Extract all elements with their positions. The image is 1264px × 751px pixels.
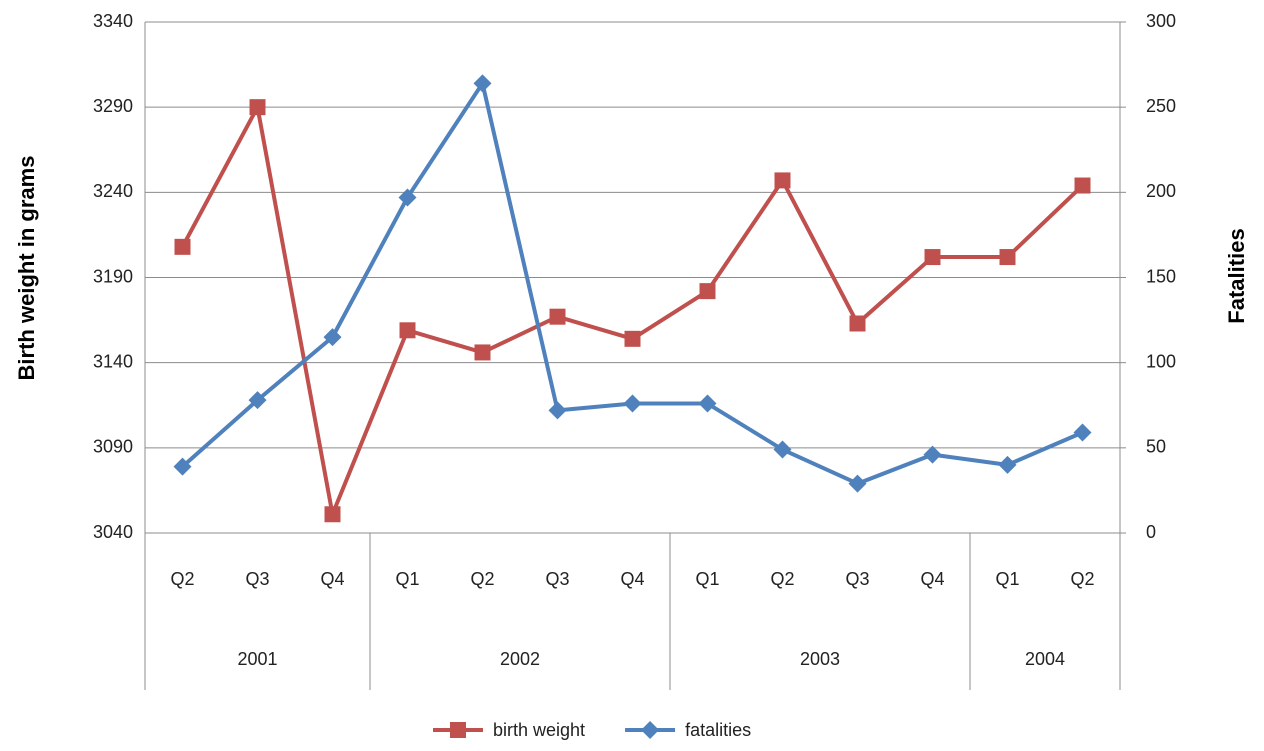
data-point [399, 322, 416, 339]
data-point [1074, 177, 1091, 194]
data-point [923, 445, 942, 464]
x-tick-label: Q2 [470, 569, 494, 589]
x-tick-label: Q1 [995, 569, 1019, 589]
y-tick-label: 3190 [93, 266, 133, 286]
data-point [774, 172, 791, 189]
y-tick-label: 3040 [93, 522, 133, 542]
x-group-label: 2002 [500, 649, 540, 669]
x-tick-label: Q4 [920, 569, 944, 589]
data-point [324, 506, 341, 523]
data-point [548, 401, 567, 420]
data-point [323, 328, 342, 347]
y2-tick-label: 300 [1146, 11, 1176, 31]
data-point [473, 74, 492, 93]
data-point [999, 249, 1016, 266]
y2-axis-title: Fatalities [1224, 228, 1249, 323]
data-point [474, 344, 491, 361]
y2-tick-label: 0 [1146, 522, 1156, 542]
data-point [849, 315, 866, 332]
y2-tick-label: 150 [1146, 266, 1176, 286]
data-point [1073, 423, 1092, 442]
x-tick-label: Q2 [170, 569, 194, 589]
data-point [924, 249, 941, 266]
x-tick-label: Q4 [620, 569, 644, 589]
x-group-label: 2003 [800, 649, 840, 669]
legend-label: birth weight [493, 720, 585, 740]
data-point [398, 188, 417, 207]
y2-tick-label: 250 [1146, 96, 1176, 116]
x-tick-label: Q1 [395, 569, 419, 589]
data-point [173, 457, 192, 476]
data-point [549, 308, 566, 325]
y-tick-label: 3290 [93, 96, 133, 116]
y2-tick-label: 50 [1146, 437, 1166, 457]
data-point [623, 394, 642, 413]
data-point [998, 455, 1017, 474]
legend-label: fatalities [685, 720, 751, 740]
legend-marker [450, 722, 466, 738]
y2-tick-label: 100 [1146, 351, 1176, 371]
y-tick-label: 3090 [93, 437, 133, 457]
x-tick-label: Q3 [245, 569, 269, 589]
data-point [249, 99, 266, 116]
data-point [248, 391, 267, 410]
data-point [174, 238, 191, 255]
y-axis-title: Birth weight in grams [14, 156, 39, 381]
x-tick-label: Q2 [1070, 569, 1094, 589]
y-tick-label: 3240 [93, 181, 133, 201]
data-point [773, 440, 792, 459]
x-tick-label: Q4 [320, 569, 344, 589]
legend-marker [641, 721, 660, 739]
data-point [699, 283, 716, 300]
y-tick-label: 3340 [93, 11, 133, 31]
x-tick-label: Q2 [770, 569, 794, 589]
x-tick-label: Q3 [845, 569, 869, 589]
x-tick-label: Q3 [545, 569, 569, 589]
y2-tick-label: 200 [1146, 181, 1176, 201]
x-group-label: 2001 [237, 649, 277, 669]
x-group-label: 2004 [1025, 649, 1065, 669]
data-point [698, 394, 717, 413]
x-tick-label: Q1 [695, 569, 719, 589]
data-point [624, 330, 641, 347]
data-point [848, 474, 867, 493]
y-tick-label: 3140 [93, 351, 133, 371]
